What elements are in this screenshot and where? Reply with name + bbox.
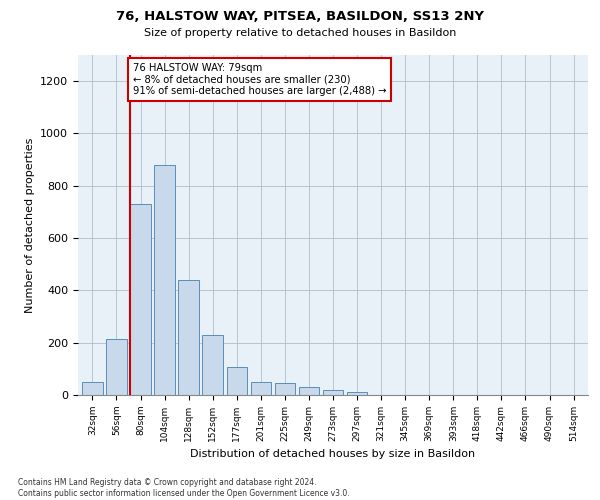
Bar — [275, 383, 295, 395]
X-axis label: Distribution of detached houses by size in Basildon: Distribution of detached houses by size … — [190, 450, 476, 460]
Text: 76 HALSTOW WAY: 79sqm
← 8% of detached houses are smaller (230)
91% of semi-deta: 76 HALSTOW WAY: 79sqm ← 8% of detached h… — [133, 63, 386, 96]
Bar — [154, 165, 175, 395]
Bar — [202, 335, 223, 395]
Text: Contains HM Land Registry data © Crown copyright and database right 2024.
Contai: Contains HM Land Registry data © Crown c… — [18, 478, 350, 498]
Y-axis label: Number of detached properties: Number of detached properties — [25, 138, 35, 312]
Bar — [82, 382, 103, 395]
Bar — [178, 280, 199, 395]
Bar — [227, 367, 247, 395]
Bar — [299, 387, 319, 395]
Bar — [251, 382, 271, 395]
Bar — [106, 339, 127, 395]
Bar — [347, 392, 367, 395]
Bar — [130, 204, 151, 395]
Text: 76, HALSTOW WAY, PITSEA, BASILDON, SS13 2NY: 76, HALSTOW WAY, PITSEA, BASILDON, SS13 … — [116, 10, 484, 23]
Text: Size of property relative to detached houses in Basildon: Size of property relative to detached ho… — [144, 28, 456, 38]
Bar — [323, 390, 343, 395]
